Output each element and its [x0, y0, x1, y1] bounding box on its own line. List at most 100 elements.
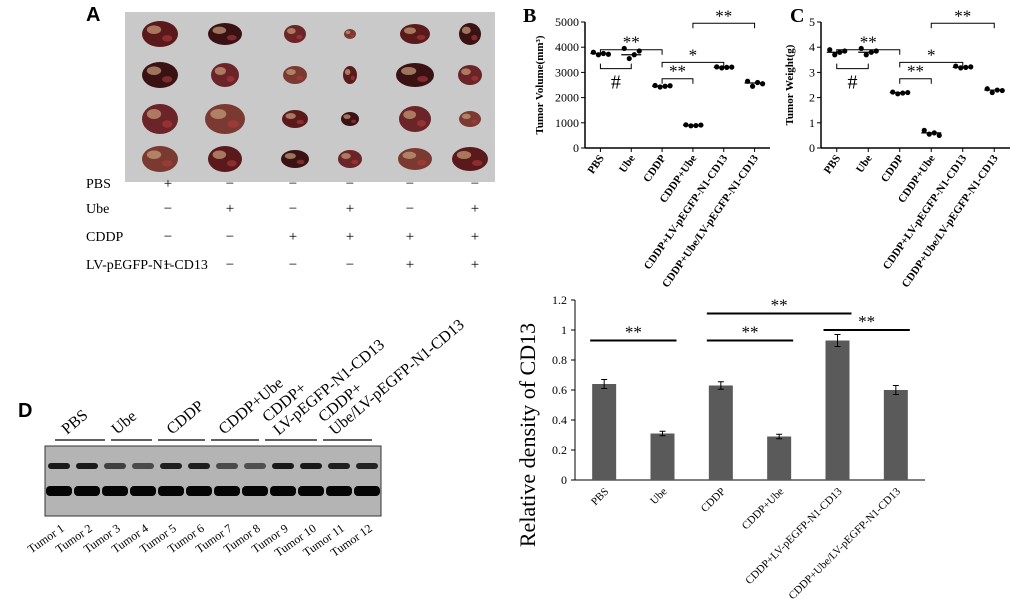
y-tick-label: 1.2: [552, 293, 567, 307]
significance-bracket: [930, 22, 995, 29]
treatment-sign: −: [405, 201, 415, 217]
x-tick-label: Ube: [854, 153, 875, 175]
panel-letter: C: [790, 5, 804, 27]
treatment-label: Ube: [86, 202, 110, 217]
tumor-image: [341, 112, 359, 126]
data-point: [749, 83, 756, 89]
panel-d-letter: D: [18, 400, 33, 422]
cd13-band: [328, 463, 350, 469]
x-tick-label: CDDP: [879, 153, 907, 185]
tumor-photo: [125, 12, 495, 182]
y-axis-label: Relative density of CD13: [515, 323, 540, 547]
treatment-sign: −: [405, 176, 415, 192]
tumor-image: [399, 106, 431, 132]
treatment-sign: +: [225, 201, 235, 217]
significance-bracket: [692, 22, 756, 29]
tumor-highlight: [162, 160, 173, 167]
tumor-highlight: [461, 68, 471, 75]
data-point: [657, 84, 663, 90]
tumor-image: [211, 63, 239, 87]
treatment-sign: +: [345, 201, 355, 217]
data-point: [989, 89, 995, 96]
tumor-highlight: [296, 159, 305, 165]
y-axis-label: Tumor Volume(mm³): [534, 35, 546, 134]
y-tick-label: 0: [809, 141, 815, 155]
tumor-highlight: [162, 35, 173, 42]
treatment-sign: −: [288, 201, 298, 217]
cd13-band: [188, 463, 210, 469]
tumor-image: [396, 63, 434, 87]
tumor-highlight: [471, 119, 478, 124]
tumor-highlight: [227, 120, 239, 128]
treatment-sign: +: [163, 176, 173, 192]
western-blot-panel: PBS Ube CDDP CDDP+UbeCDDP+LV-pEGFP-N1-CD13C…: [25, 316, 468, 559]
y-tick-label: 0.6: [552, 383, 567, 397]
loading-control-band: [242, 486, 268, 496]
tumor-highlight: [285, 113, 296, 119]
tumor-image: [452, 147, 488, 171]
treatment-sign: −: [225, 176, 235, 192]
tumor-image: [284, 25, 306, 43]
bar: [650, 433, 675, 480]
x-tick-label: CDDP: [699, 486, 728, 515]
x-tick-label: PBS: [585, 153, 606, 176]
panel-a-letter: A: [86, 4, 101, 26]
loading-control-band: [186, 486, 212, 496]
y-tick-label: 3000: [555, 65, 579, 79]
treatment-label: CDDP: [86, 230, 124, 245]
data-point: [921, 127, 927, 133]
tumor-image: [344, 29, 356, 39]
x-tick-label: PBS: [589, 486, 611, 508]
panel-letter: B: [523, 5, 536, 27]
tumor-image: [400, 24, 430, 44]
loading-control-band: [270, 486, 296, 496]
tumor-highlight: [472, 160, 483, 166]
y-tick-label: 1: [561, 323, 567, 337]
treatment-sign: −: [345, 257, 355, 273]
significance-label: **: [907, 62, 924, 81]
y-tick-label: 1: [809, 116, 815, 130]
significance-label: **: [742, 323, 759, 342]
tumor-highlight: [162, 120, 173, 128]
significance-bracket: [661, 78, 694, 84]
cd13-density-chart: 0 0.2 0.4 0.6 0.8 1 1.2 Relative density of CD1…: [515, 293, 925, 602]
tumor-highlight: [286, 69, 296, 75]
cd13-band: [48, 463, 70, 469]
significance-label: *: [927, 45, 936, 64]
x-tick-label: CDDP+Ube: [740, 486, 787, 533]
data-point: [936, 132, 942, 138]
loading-control-band: [102, 486, 128, 496]
tumor-image: [343, 66, 357, 84]
bar: [592, 384, 617, 480]
significance-bracket: [661, 61, 725, 68]
treatment-sign: −: [163, 257, 173, 273]
tumor-highlight: [345, 30, 351, 34]
cd13-band: [356, 463, 378, 469]
tumor-volume-chart: B 0 1000 2000 3000 4000 5000 Tumor Volume(mm³) P…: [523, 5, 770, 290]
tumor-highlight: [226, 34, 237, 41]
loading-control-band: [354, 486, 380, 496]
cd13-band: [104, 463, 126, 469]
cd13-band: [216, 463, 238, 469]
tumor-highlight: [341, 153, 351, 159]
tumor-highlight: [146, 66, 162, 75]
significance-bracket: [899, 61, 964, 68]
tumor-highlight: [416, 159, 427, 166]
group-label: Ube: [109, 408, 140, 438]
tumor-image: [338, 150, 362, 168]
loading-control-band: [74, 486, 100, 496]
group-label: CDDP: [164, 398, 208, 439]
tumor-image: [459, 111, 481, 127]
x-tick-label: PBS: [822, 153, 843, 176]
significance-label: **: [860, 33, 877, 52]
bar: [883, 390, 908, 480]
cd13-band: [244, 463, 266, 469]
loading-control-band: [326, 486, 352, 496]
x-tick-label: CDDP+LV-pEGFP-N1-CD13: [743, 485, 845, 587]
tumor-highlight: [146, 109, 162, 119]
tumor-highlight: [146, 25, 162, 34]
significance-bracket: [836, 63, 869, 70]
tumor-highlight: [417, 76, 429, 82]
data-point: [827, 47, 833, 53]
